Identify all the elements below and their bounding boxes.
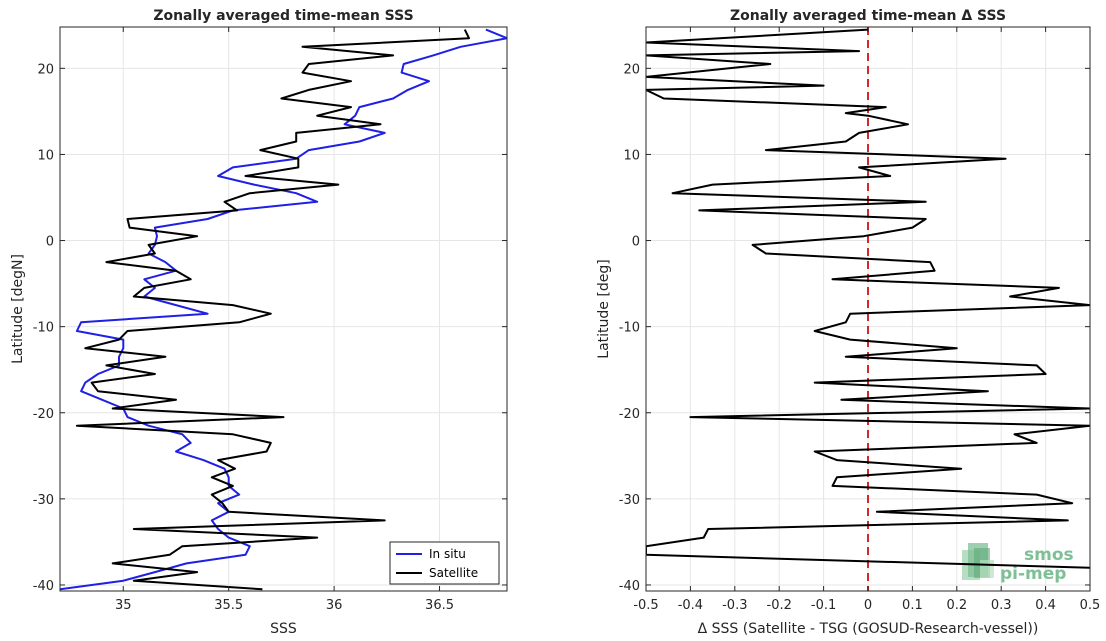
left-y-axis-label: Latitude [degN] <box>10 254 26 364</box>
x-tick-label: -0.1 <box>811 598 836 613</box>
y-tick-label: 0 <box>632 235 640 250</box>
x-tick-label: 0.5 <box>1080 598 1101 613</box>
legend-box <box>389 541 500 585</box>
x-tick-label: -0.5 <box>633 598 658 613</box>
right-chart-panel: smos pi-mep -0.5 -0.4 -0.3 -0.2 -0.1 0 0.1 0.2 0… <box>596 8 1100 637</box>
y-tick-label: 10 <box>623 148 640 163</box>
y-tick-label: -10 <box>33 321 54 336</box>
right-chart-title: Zonally averaged time-mean Δ SSS <box>730 8 1006 24</box>
y-tick-label: 10 <box>37 148 54 163</box>
x-tick-label: 0.3 <box>991 598 1012 613</box>
y-tick-label: -30 <box>619 493 640 508</box>
x-tick-label: 35.5 <box>214 598 243 613</box>
left-y-ticks: -40 -30 -20 -10 0 10 20 <box>33 62 507 594</box>
legend-label-satellite: Satellite <box>429 566 478 580</box>
y-tick-label: 20 <box>623 62 640 77</box>
y-tick-label: -40 <box>33 579 54 594</box>
right-x-axis-label: Δ SSS (Satellite - TSG (GOSUD-Research-v… <box>698 621 1039 637</box>
legend: In situ Satellite <box>389 541 500 585</box>
y-tick-label: -40 <box>619 579 640 594</box>
y-tick-label: -20 <box>619 407 640 422</box>
left-x-axis-label: SSS <box>270 621 297 637</box>
x-tick-label: 0.2 <box>946 598 967 613</box>
series-line-delta-sss <box>646 28 1090 569</box>
logo-text-pi-mep: pi-mep <box>1000 564 1066 584</box>
y-tick-label: -30 <box>33 493 54 508</box>
smos-pi-mep-logo: smos pi-mep <box>962 543 1074 584</box>
x-tick-label: 0 <box>864 598 872 613</box>
left-gridlines <box>60 27 507 591</box>
left-series-lines <box>60 28 507 591</box>
legend-label-in-situ: In situ <box>429 547 466 561</box>
y-tick-label: -10 <box>619 321 640 336</box>
x-tick-label: -0.3 <box>722 598 747 613</box>
logo-cube-icon <box>962 543 994 580</box>
series-line-satellite <box>75 29 470 591</box>
x-tick-label: 0.1 <box>902 598 923 613</box>
y-tick-label: -20 <box>33 407 54 422</box>
left-chart-title: Zonally averaged time-mean SSS <box>153 8 413 24</box>
right-y-ticks: -40 -30 -20 -10 0 10 20 <box>619 62 1090 594</box>
right-y-axis-label: Latitude [deg] <box>596 259 612 358</box>
y-tick-label: 20 <box>37 62 54 77</box>
x-tick-label: 35 <box>115 598 132 613</box>
y-tick-label: 0 <box>46 235 54 250</box>
x-tick-label: 36 <box>326 598 343 613</box>
x-tick-label: 36.5 <box>425 598 454 613</box>
x-tick-label: 0.4 <box>1035 598 1056 613</box>
right-series-lines <box>646 28 1090 569</box>
right-x-ticks: -0.5 -0.4 -0.3 -0.2 -0.1 0 0.1 0.2 0.3 0.4 0.5 <box>633 27 1100 613</box>
left-x-ticks: 35 35.5 36 36.5 <box>115 27 454 613</box>
series-line-in-situ <box>60 28 507 591</box>
left-plot-frame <box>59 26 508 592</box>
x-tick-label: -0.2 <box>767 598 792 613</box>
x-tick-label: -0.4 <box>678 598 703 613</box>
left-chart-panel: 35 35.5 36 36.5 -40 -30 -20 -10 0 10 20 Zonally a… <box>10 8 508 637</box>
logo-text-smos: smos <box>1024 545 1074 565</box>
